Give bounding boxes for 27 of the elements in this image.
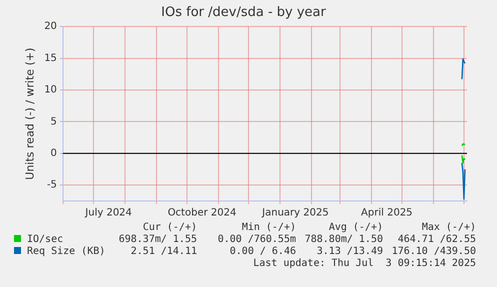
x-tick-label: October 2024: [168, 208, 236, 219]
y-tick-label: 5: [50, 116, 57, 128]
text: 3.13 /13.49: [316, 246, 383, 258]
text: 788.80m/ 1.50: [304, 234, 383, 246]
text: 2.51 /14.11: [130, 246, 197, 258]
y-tick-label: 15: [44, 52, 57, 64]
x-tick-label: July 2024: [84, 208, 132, 219]
legend-label: IO/sec: [26, 234, 64, 245]
text: Last update: Thu Jul 3 09:15:14 2025: [252, 258, 476, 270]
text: 464.71 /62.55: [396, 234, 476, 246]
text: Max (-/+): [420, 222, 476, 234]
text: Cur (-/+): [142, 222, 197, 234]
x-tick-label: April 2025: [361, 208, 413, 219]
text: Avg (-/+): [328, 222, 383, 234]
y-axis-title: Units read (-) / write (+): [23, 48, 36, 180]
text: Min (-/+): [240, 222, 296, 234]
y-tick-label: 0: [50, 148, 57, 160]
text: 0.00 /760.55m: [216, 234, 296, 246]
y-tick-label: -5: [46, 180, 57, 191]
x-tick-label: January 2025: [261, 208, 329, 219]
legend-label: Req Size (KB): [26, 246, 106, 257]
text: 698.37m/ 1.55: [118, 234, 197, 246]
y-tick-label: 10: [44, 84, 57, 96]
text: 176.10 /439.50: [390, 246, 476, 258]
y-tick-label: 20: [44, 21, 57, 32]
chart-title: IOs for /dev/sda - by year: [161, 5, 327, 20]
text: 0.00 / 6.46: [228, 246, 296, 258]
